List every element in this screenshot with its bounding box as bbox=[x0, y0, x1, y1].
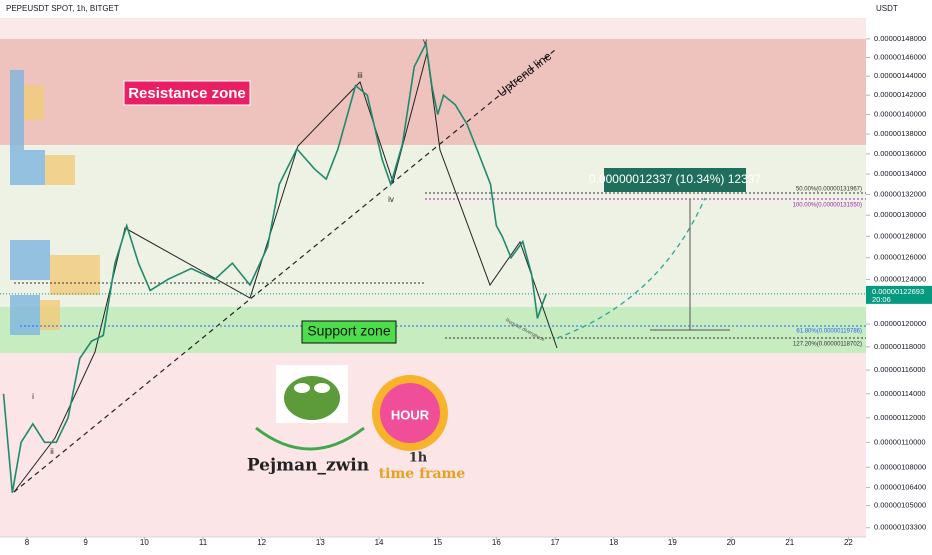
price-line bbox=[2, 40, 547, 493]
x-tick-label: 16 bbox=[492, 538, 501, 547]
y-tick-label: 0.00000126000 bbox=[874, 253, 926, 262]
support-label: Support zone bbox=[307, 323, 390, 339]
y-tick-label: 0.00000136000 bbox=[874, 149, 926, 158]
volume-profile bbox=[10, 70, 100, 335]
y-tick-label: 0.00000148000 bbox=[874, 34, 926, 43]
y-tick-label: 0.00000106400 bbox=[874, 483, 926, 492]
measure-box bbox=[604, 168, 746, 192]
measure-label: 0.00000012337 (10.34%) 12337 bbox=[589, 172, 761, 186]
y-tick-label: 0.00000112000 bbox=[874, 413, 926, 422]
y-tick-label: 0.00000138000 bbox=[874, 129, 926, 138]
fib-label: 127.20%(0.00000118702) bbox=[793, 342, 862, 348]
x-tick-label: 11 bbox=[199, 538, 208, 547]
resistance-label: Resistance zone bbox=[128, 85, 246, 102]
y-tick-label: 0.00000114000 bbox=[874, 389, 926, 398]
y-tick-label: 0.00000118000 bbox=[874, 342, 926, 351]
currency: USDT bbox=[876, 4, 898, 13]
y-tick-label: 0.00000146000 bbox=[874, 52, 926, 61]
x-tick-label: 9 bbox=[83, 538, 88, 547]
y-tick-label: 0.00000116000 bbox=[874, 365, 926, 374]
timeframe-text: time frame bbox=[379, 466, 466, 482]
wave-label: ii bbox=[50, 447, 54, 456]
logo-text: HOUR bbox=[391, 407, 430, 422]
last-price: 0.00000122693 bbox=[872, 287, 924, 296]
countdown: 20:06 bbox=[872, 295, 891, 304]
timeframe: 1h bbox=[409, 451, 428, 466]
x-tick-label: 8 bbox=[25, 538, 30, 547]
lower-zone bbox=[0, 353, 866, 537]
wave-label: v bbox=[423, 37, 427, 46]
author: Pejman_zwin bbox=[247, 456, 369, 476]
projection bbox=[556, 197, 706, 339]
pepe-logo bbox=[255, 365, 365, 451]
x-tick-label: 15 bbox=[433, 538, 442, 547]
support-label-box bbox=[301, 320, 397, 344]
x-tick-label: 10 bbox=[140, 538, 149, 547]
x-tick-label: 13 bbox=[316, 538, 325, 547]
x-tick-label: 20 bbox=[727, 538, 736, 547]
y-tick-label: 0.00000128000 bbox=[874, 231, 926, 240]
fib-label: 61.80%(0.00000119786) bbox=[796, 329, 862, 335]
y-tick-label: 0.00000103300 bbox=[874, 523, 926, 532]
x-tick-label: 14 bbox=[375, 538, 384, 547]
x-tick-label: 22 bbox=[844, 538, 853, 547]
support-band bbox=[0, 307, 866, 353]
resistance-label-box bbox=[123, 80, 251, 106]
price-axis bbox=[866, 0, 932, 550]
y-tick-label: 0.00000110000 bbox=[874, 437, 926, 446]
y-tick-label: 0.00000130000 bbox=[874, 210, 926, 219]
top-zone bbox=[0, 18, 866, 39]
last-price-box bbox=[866, 285, 932, 304]
wave-label: i bbox=[32, 392, 34, 401]
wave-label: iv bbox=[388, 195, 394, 204]
wave-label: iii bbox=[357, 71, 363, 80]
wave-count bbox=[13, 52, 558, 493]
y-tick-label: 0.00000124000 bbox=[874, 274, 926, 283]
fib-label: 50.00%(0.00000131967) bbox=[796, 187, 862, 193]
y-tick-label: 0.00000105000 bbox=[874, 501, 926, 510]
y-tick-label: 0.00000140000 bbox=[874, 109, 926, 118]
y-tick-label: 0.00000108000 bbox=[874, 462, 926, 471]
fib-label: 100.00%(0.00000131550) bbox=[793, 203, 862, 209]
y-tick-label: 0.00000142000 bbox=[874, 90, 926, 99]
x-tick-label: 17 bbox=[551, 538, 560, 547]
y-tick-label: 0.00000144000 bbox=[874, 71, 926, 80]
y-tick-label: 0.00000134000 bbox=[874, 169, 926, 178]
hour-logo: HOUR bbox=[372, 375, 448, 451]
y-tick-label: 0.00000132000 bbox=[874, 189, 926, 198]
y-tick-label: 0.00000120000 bbox=[874, 319, 926, 328]
x-tick-label: 18 bbox=[609, 538, 618, 547]
x-tick-label: 12 bbox=[257, 538, 266, 547]
x-tick-label: 21 bbox=[785, 538, 794, 547]
chart-title: PEPEUSDT SPOT, 1h, BITGET bbox=[6, 4, 119, 13]
x-tick-label: 19 bbox=[668, 538, 677, 547]
